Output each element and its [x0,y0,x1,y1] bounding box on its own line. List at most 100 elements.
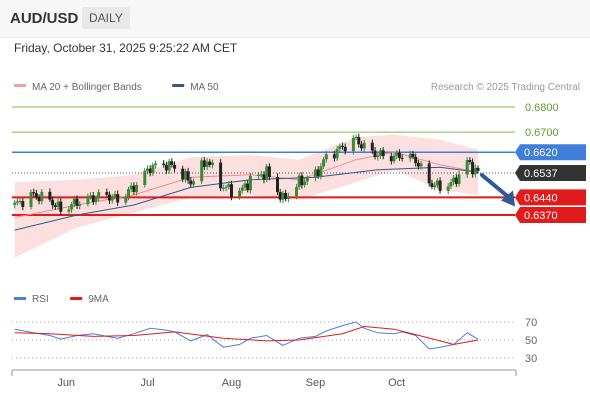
candle-body [397,152,401,158]
candle-body [427,163,431,184]
candle-body [362,142,366,149]
candle-body [15,201,19,203]
rsi-tick-label: 30 [525,353,537,365]
candle-body [297,175,301,188]
level-label-box [515,189,586,206]
candle-body [243,183,247,188]
level-label: 0.6620 [524,147,558,159]
candle-body [189,180,193,185]
candle-body [148,168,152,174]
candle-body [370,142,374,151]
candle-body [281,193,285,200]
candle-body [230,184,233,197]
candle-body [335,149,339,159]
candle-body [435,180,439,186]
candle-body [430,183,434,187]
candle-body [219,162,223,189]
candle-body [376,155,380,158]
candle-body [51,199,55,206]
candle-body [322,159,326,167]
candle-body [454,177,458,184]
candle-body [332,154,336,159]
rsi-legend-label: RSI [32,294,49,305]
candle-body [303,181,307,186]
level-label-box [515,207,586,223]
rsi-legend-label: 9MA [88,294,109,305]
candle-body [146,168,149,171]
candle-body [452,177,456,182]
candle-body [248,175,252,191]
candle-body [202,160,206,167]
candle-body [192,181,195,185]
rsi-panel: RSI 9MA 70 50 30 [12,294,537,365]
legend-swatch [14,84,26,87]
level-label-box [515,165,586,182]
period-badge[interactable]: DAILY [82,7,130,29]
candle-body [438,180,442,191]
candle-body [265,166,269,180]
candle-body [135,185,139,193]
candle-body [357,137,361,145]
candle-body [471,162,475,175]
candle-body [70,204,74,210]
bollinger-band-area [14,134,478,258]
candle-body [381,150,385,157]
candle-body [78,204,82,206]
rsi-tick-label: 70 [525,317,537,329]
candle-body [67,209,71,212]
candle-body [284,193,288,199]
legend-label: MA 50 [190,82,219,93]
candle-body [110,196,114,201]
candle-body [224,187,228,189]
candle-body [267,166,271,177]
legend-swatch [172,84,185,87]
candle-body [86,196,90,205]
candle-body [351,137,355,152]
candle-body [143,170,147,185]
candle-body [379,150,382,156]
candle-body [324,154,328,160]
legend-label: MA 20 + Bollinger Bands [32,82,142,93]
price-legend: MA 20 + Bollinger Bands MA 50 Research © 2… [14,82,580,93]
forecast-arrow [480,173,515,207]
candle-body [211,162,214,165]
candle-body [476,167,480,171]
candle-body [132,185,136,192]
candle-body [473,167,477,175]
candle-body [238,190,242,197]
candle-body [91,195,95,202]
candle-body [295,187,298,197]
rsi-legend-swatch [70,297,83,300]
candle-body [395,152,399,156]
x-tick-label: Oct [388,377,405,389]
candle-body [129,185,133,190]
candle-body [13,202,17,205]
candle-body [408,153,412,159]
level-label: 0.6440 [524,192,558,204]
candle-body [449,182,453,187]
forecast-arrow-head [501,190,515,207]
candle-body [108,194,111,201]
candle-body [34,193,38,198]
candle-body [113,194,117,197]
candle-body [305,178,309,182]
x-tick-label: Sep [306,377,326,389]
instrument-title: AUD/USD [10,10,79,27]
level-label-box [515,144,586,161]
candle-body [400,157,404,159]
candle-body [37,197,41,202]
rsi-ma-line [14,325,479,346]
candle-body [316,169,320,176]
candle-body [154,163,158,166]
candle-body [208,161,212,165]
candle-body [32,192,36,194]
candle-body [373,150,377,157]
candle-body [433,185,437,187]
candle-body [468,160,472,162]
candle-body [162,163,166,165]
candle-body [262,174,266,180]
forecast-arrow-shaft [480,173,511,200]
candle-body [354,137,358,139]
level-label: 0.6537 [524,168,558,180]
